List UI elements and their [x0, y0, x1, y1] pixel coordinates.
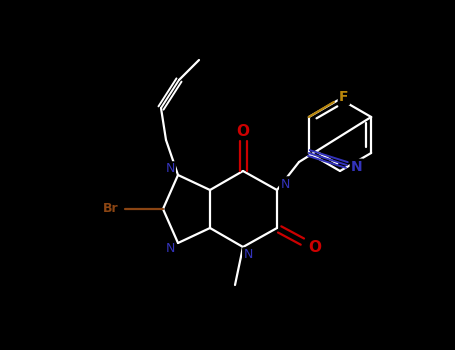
Text: Br: Br [103, 203, 119, 216]
Text: N: N [280, 177, 290, 190]
Text: N: N [243, 248, 253, 261]
Text: O: O [237, 124, 249, 139]
Text: N: N [165, 243, 175, 256]
Text: O: O [308, 240, 322, 256]
Text: N: N [351, 160, 363, 174]
Text: N: N [165, 162, 175, 175]
Text: F: F [339, 90, 349, 104]
